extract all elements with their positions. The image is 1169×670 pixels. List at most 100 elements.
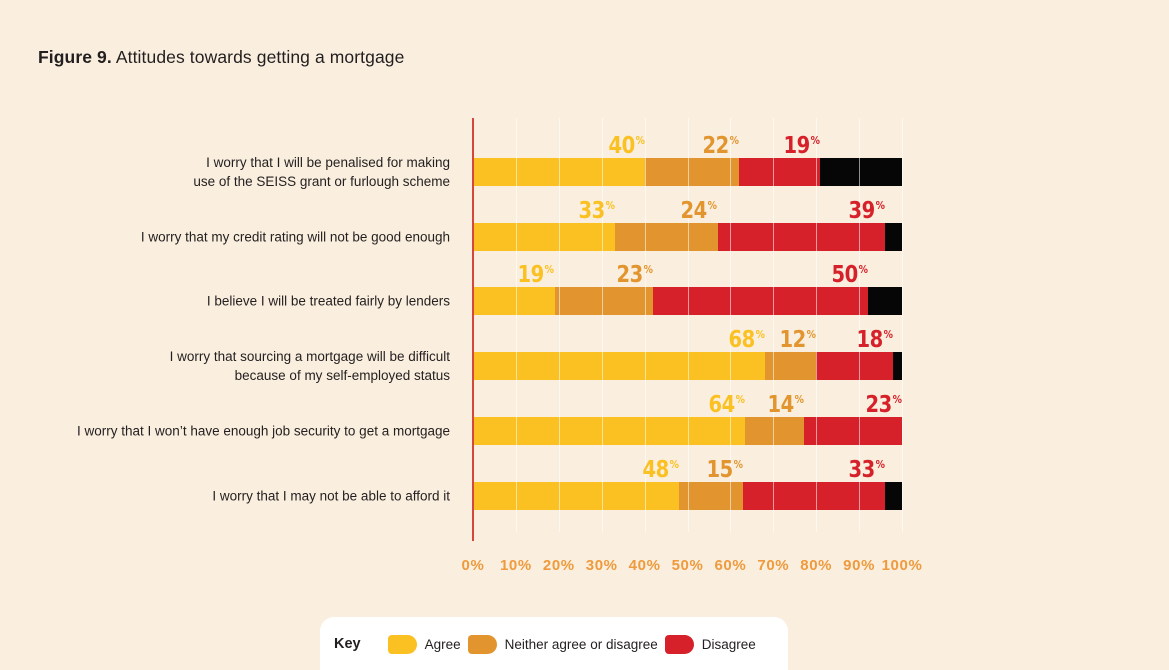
category-label: I worry that sourcing a mortgage will be… [169,349,450,383]
segment-value-label: 15% [707,452,744,483]
percent-sign: % [875,199,885,212]
category-label: I worry that I will be penalised for mak… [193,155,450,189]
segment-value: 23 [865,392,892,418]
segment-value-label: 23% [865,387,902,418]
bar-row [473,352,902,380]
percent-sign: % [635,134,645,147]
gridline [902,118,903,532]
bar-segment-neither-agree-or-disagree [554,287,654,315]
segment-value: 68 [728,327,755,353]
percent-sign: % [729,134,739,147]
bar-segment-disagree [816,352,894,380]
segment-value-label: 40% [608,128,645,159]
key-item: Disagree [664,635,756,654]
percent-sign: % [806,328,817,341]
key-title: Key [334,636,361,652]
segment-value-label: 19% [784,128,821,159]
segment-value-label: 50% [831,257,868,288]
bar-row [473,482,902,510]
segment-value-label: 24% [681,193,718,224]
x-tick-label: 0% [461,557,485,574]
gridline [515,118,517,532]
percent-sign: % [708,199,718,212]
gridline [816,118,818,532]
key-item-label: Disagree [701,637,756,652]
bar-row [473,417,902,445]
gridline [730,118,732,532]
key-swatch [664,635,694,654]
bar-segment [893,352,902,380]
x-tick-label: 20% [542,557,575,574]
category-label: I worry that I may not be able to afford… [212,488,450,504]
segment-value: 50 [831,262,858,288]
bar-segment-disagree [717,223,885,251]
x-tick-label: 60% [714,557,747,574]
gridline [601,118,603,532]
segment-value-label: 22% [702,128,739,159]
segment-value-label: 68% [728,322,765,353]
x-tick-label: 30% [585,557,618,574]
bar-segment-agree [473,223,615,251]
key-item: Neither agree or disagree [467,635,658,654]
segment-value-label: 48% [642,452,679,483]
percent-sign: % [755,328,765,341]
segment-value: 15 [706,457,734,483]
percent-sign: % [735,393,745,406]
figure-title-text: Attitudes towards getting a mortgage [115,47,405,67]
percent-sign: % [892,393,902,406]
category-label: I worry that I won’t have enough job sec… [77,423,450,439]
gridline [687,118,689,532]
bar-segment-disagree [804,417,902,445]
bar-segment [820,158,902,186]
key-items: Agree Neither agree or disagree Disagree [387,635,763,654]
percent-sign: % [884,328,894,341]
bar-segment-disagree [653,287,868,315]
chart-key: Key Agree Neither agree or disagree Disagr… [320,617,788,670]
bar-segment-disagree [738,158,821,186]
category-label: I believe I will be treated fairly by le… [206,293,450,309]
x-tick-label: 50% [671,557,704,574]
percent-sign: % [875,458,885,471]
percent-sign: % [605,199,615,212]
x-tick-label: 70% [757,557,790,574]
x-axis-tick-labels: 0% 10% 20% 30% 40% 50% 60% 70% 80% 90% 100% [462,557,922,579]
key-item-label: Neither agree or disagree [504,637,658,652]
gridline [859,118,861,532]
y-axis-line [472,118,474,541]
bar-segment [884,223,902,251]
segment-value: 64 [708,392,735,418]
percent-sign: % [643,263,654,276]
key-item: Agree [387,635,461,654]
percent-sign: % [811,134,821,147]
segment-value: 18 [856,327,884,353]
figure-title: Figure 9. Attitudes towards getting a mo… [38,47,404,68]
segment-value: 14 [767,392,795,418]
segment-value: 33 [848,457,875,483]
segment-value-label: 33% [848,452,885,483]
bar-segment-disagree [743,482,885,510]
segment-value: 23 [616,262,644,288]
x-tick-label: 40% [628,557,661,574]
key-swatch [467,635,497,654]
segment-value: 48 [642,457,669,483]
segment-value-label: 33% [578,193,615,224]
x-tick-label: 80% [800,557,833,574]
bar-segment-neither-agree-or-disagree [678,482,744,510]
segment-value-label: 19% [518,257,555,288]
bar-segment-neither-agree-or-disagree [744,417,805,445]
chart-plot-area: 0% 10% 20% 30% 40% 50% 60% 70% 80% 90% 100% 40% 22%… [462,118,922,574]
segment-value-label: 39% [848,193,885,224]
category-label: I worry that my credit rating will not b… [140,229,450,245]
x-tick-label: 10% [499,557,532,574]
segment-value: 22 [702,133,729,159]
segment-value: 12 [779,327,807,353]
segment-value-label: 18% [857,322,894,353]
gridline [644,118,646,532]
category-labels: I worry that I will be penalised for mak… [28,0,450,670]
bar-row [473,287,902,315]
percent-sign: % [669,458,679,471]
segment-value-label: 12% [780,322,817,353]
segment-value: 40 [608,133,635,159]
bar-segment-agree [473,482,679,510]
